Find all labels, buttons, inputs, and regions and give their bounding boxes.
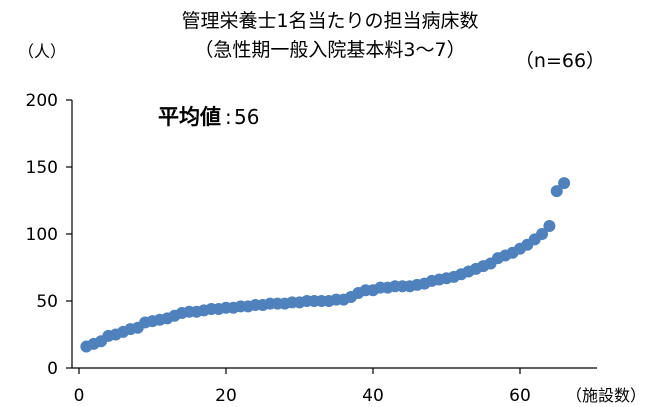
data-point bbox=[543, 219, 556, 232]
data-points bbox=[80, 177, 571, 353]
x-axis-label: （施設数） bbox=[566, 386, 646, 405]
chart-title: 管理栄養士1名当たりの担当病床数 bbox=[181, 10, 478, 32]
y-tick-label: 0 bbox=[47, 359, 58, 379]
mean-separator: : bbox=[225, 105, 232, 129]
axes: 0 50 100 150 200 0 20 40 60 bbox=[26, 91, 597, 406]
y-tick-label: 150 bbox=[26, 158, 58, 178]
y-axis-label: （人） bbox=[18, 42, 66, 61]
sample-size-label: （n=66） bbox=[515, 50, 605, 72]
x-tick-label: 20 bbox=[215, 386, 237, 406]
y-tick-label: 200 bbox=[26, 91, 58, 111]
x-tick-label: 60 bbox=[509, 386, 531, 406]
y-tick-label: 50 bbox=[36, 292, 58, 312]
mean-value: 56 bbox=[234, 105, 259, 129]
data-point bbox=[558, 177, 571, 190]
data-point bbox=[536, 228, 549, 240]
x-tick-label: 0 bbox=[74, 386, 85, 406]
chart-subtitle: （急性期一般入院基本料3～7） bbox=[194, 39, 465, 61]
y-tick-label: 100 bbox=[26, 225, 58, 245]
mean-annotation: 平均値 : 56 bbox=[158, 105, 259, 129]
data-point bbox=[550, 185, 563, 198]
mean-label: 平均値 bbox=[158, 105, 221, 129]
x-tick-label: 40 bbox=[362, 386, 384, 406]
